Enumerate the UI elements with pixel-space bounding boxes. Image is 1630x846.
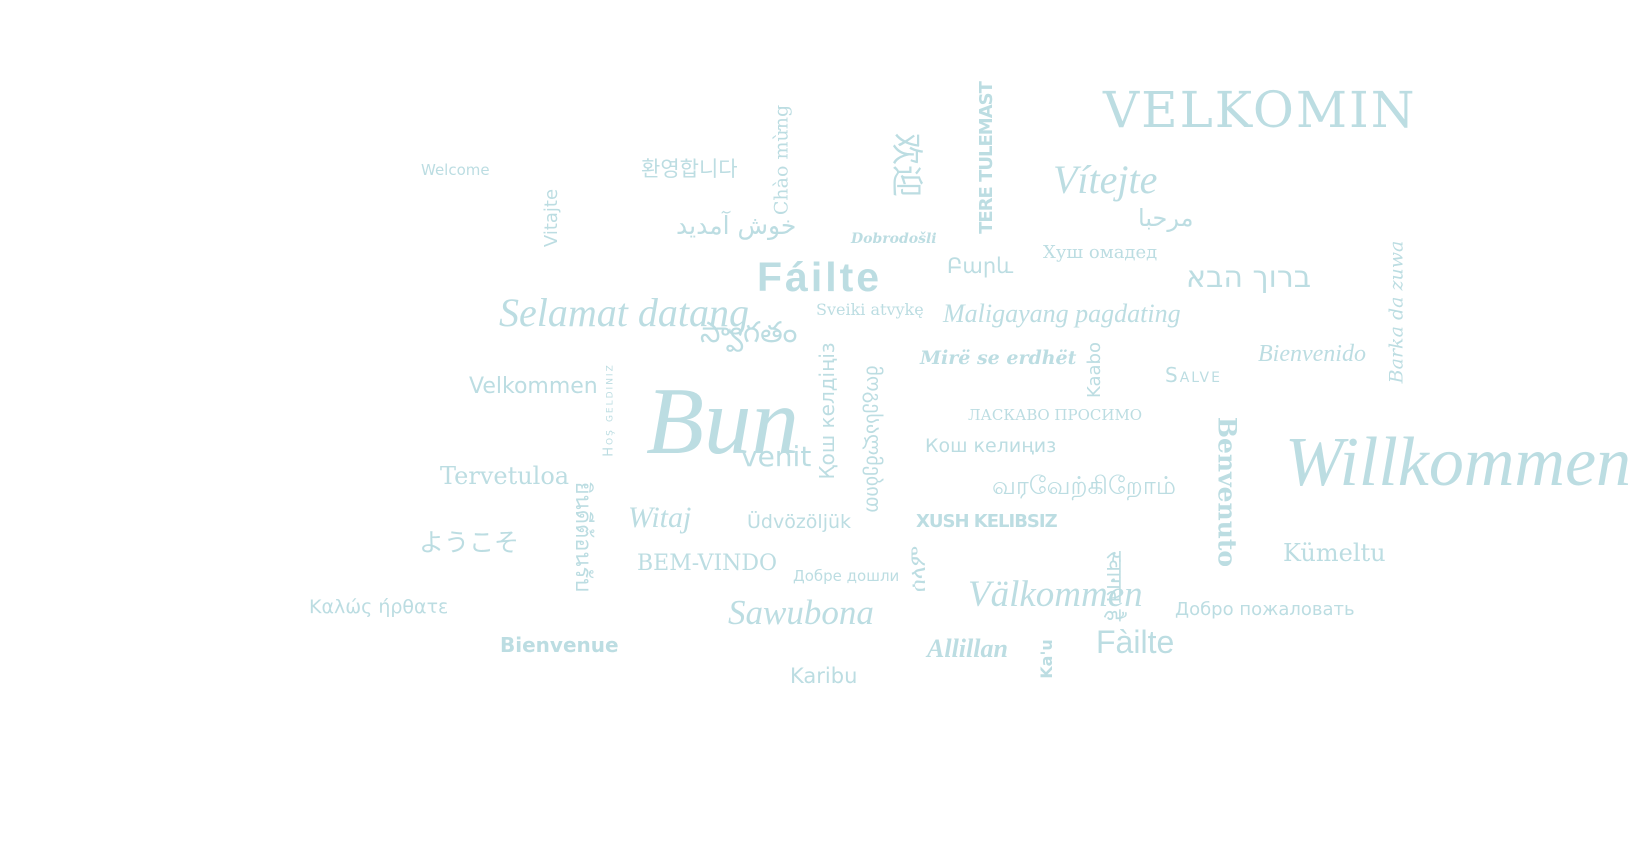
word-kumeltu: Kümeltu bbox=[1283, 539, 1386, 567]
word-xush-kelibsiz: XUSH KELIBSIZ bbox=[916, 511, 1058, 532]
word-hello-ge: ሰላም bbox=[906, 545, 931, 593]
word-bari-galust: Բարև bbox=[947, 254, 1014, 278]
word-dobrodosli: Dobrodošli bbox=[851, 231, 937, 247]
word-kosh-kelinis: Кош келиңиз bbox=[925, 435, 1057, 457]
word-kalos-irthate: Καλώς ήρθατε bbox=[309, 596, 449, 618]
word-kau: Ka'u bbox=[1037, 639, 1056, 679]
word-kosh-keldiniz: Қош келдіңіз bbox=[815, 342, 839, 480]
word-velkommen: Velkommen bbox=[469, 374, 598, 399]
word-marhaba: مرحبا bbox=[1138, 204, 1194, 232]
word-swagatam: స్వాగతం bbox=[700, 315, 798, 349]
word-tere-tulemast: TERE TULEMAST bbox=[976, 82, 997, 234]
word-bienvenue: Bienvenue bbox=[500, 633, 619, 657]
word-barka-da-zuwa: Barka da zuwa bbox=[1385, 240, 1408, 384]
word-maligayang-pagdating: Maligayang pagdating bbox=[943, 299, 1181, 328]
word-dobro-pozhalovat: Добро пожаловать bbox=[1175, 599, 1355, 620]
word-udvozoljuk: Üdvözöljük bbox=[747, 511, 852, 533]
word-khosh-amadid: خوش آمدید bbox=[676, 211, 797, 240]
word-hos-geldiniz: Hoş geldiniz bbox=[601, 363, 617, 457]
word-willkommen: Willkommen bbox=[1285, 424, 1630, 501]
word-failte-small: Fàilte bbox=[1096, 624, 1175, 660]
word-hwanyeong: 환영합니다 bbox=[641, 157, 738, 181]
word-allillan: Allillan bbox=[927, 634, 1008, 663]
word-bienvenido: Bienvenido bbox=[1258, 341, 1366, 367]
word-youkoso: ようこそ bbox=[419, 528, 520, 557]
word-chao-mung: Chào mừng bbox=[770, 104, 793, 216]
word-sawubona: Sawubona bbox=[728, 593, 874, 632]
word-failte-main: Fáilte bbox=[757, 254, 883, 300]
word-baruch-haba: ברוך הבא bbox=[1186, 260, 1312, 295]
word-swagat-hai: स्वागत है bbox=[1101, 550, 1126, 622]
word-venit: venit bbox=[741, 440, 812, 473]
word-varaverkirom: வரவேற்கிறோம் bbox=[992, 471, 1176, 500]
word-huanying: 欢迎 bbox=[888, 132, 926, 198]
word-velkomin: VELKOMIN bbox=[1103, 81, 1417, 139]
word-tervetuloa: Tervetuloa bbox=[440, 462, 570, 490]
word-salve: Salve bbox=[1165, 363, 1222, 387]
word-witaj: Witaj bbox=[628, 501, 692, 534]
word-laskavo-prosymo: ЛАСКАВО ПРОСИМО bbox=[968, 406, 1143, 424]
word-vitajte: Vitajte bbox=[541, 188, 562, 248]
word-mogesalmebit: მოგესალმებით bbox=[862, 365, 886, 513]
word-bun: Bun bbox=[646, 368, 800, 474]
word-bem-vindo: BEM-VINDO bbox=[637, 551, 778, 576]
word-khush-omaded: Хуш омадед bbox=[1043, 242, 1158, 263]
word-kaabo: Kaabo bbox=[1084, 342, 1105, 398]
word-welcome: Welcome bbox=[421, 161, 490, 179]
word-selamat-datang: Selamat datang bbox=[499, 290, 749, 335]
word-valkommen: Välkommen bbox=[968, 574, 1143, 615]
word-yindi-tonrap: ยินดีต้อนรับ bbox=[570, 481, 595, 593]
word-benvenuto: Benvenuto bbox=[1212, 416, 1242, 568]
word-karibu: Karibu bbox=[790, 664, 858, 688]
word-sveiki-atvyke: Sveiki atvykę bbox=[816, 300, 924, 319]
word-vitejte: Vítejte bbox=[1053, 157, 1158, 202]
word-dobre-doshli: Добре дошли bbox=[793, 567, 900, 585]
word-mire-se-erdhet: Mirë se erdhët bbox=[920, 347, 1077, 369]
